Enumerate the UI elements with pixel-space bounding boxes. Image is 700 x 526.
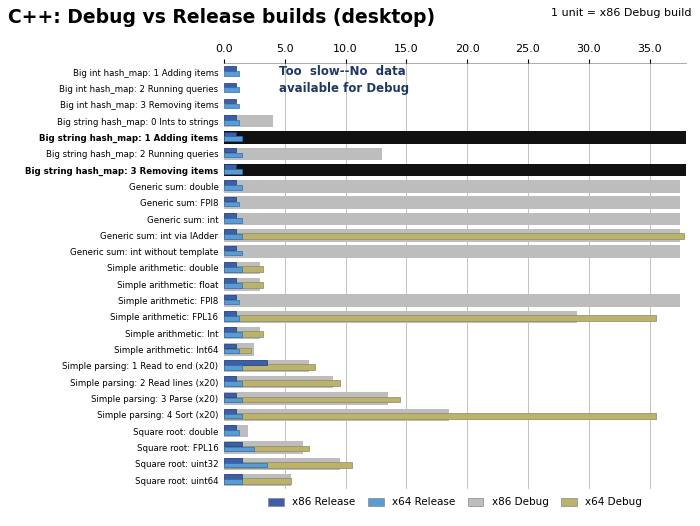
Bar [224,229,680,241]
Bar [224,136,242,141]
Bar [224,262,260,274]
Bar [224,131,692,144]
Bar [224,474,291,487]
Bar [224,213,680,225]
Bar [224,331,263,337]
Bar [224,479,242,484]
Bar [224,332,242,337]
Bar [224,360,309,372]
Bar [224,197,680,209]
Bar [224,104,239,108]
Bar [224,365,242,370]
Bar [224,409,236,413]
Text: 1 unit = x86 Debug build: 1 unit = x86 Debug build [551,8,692,18]
Bar [224,278,236,283]
Bar [224,398,242,402]
Bar [224,266,263,271]
Bar [224,132,236,136]
Bar [224,425,248,438]
Bar [224,426,236,430]
Bar [224,147,382,160]
Bar [224,441,303,454]
Bar [224,311,577,323]
Bar [224,267,242,271]
Bar [224,218,242,222]
Bar [224,180,680,193]
Bar [224,235,242,239]
Bar [224,360,267,365]
Bar [224,348,251,353]
Bar [224,446,309,451]
Bar [224,349,239,353]
Bar [224,315,656,321]
Bar [224,251,242,255]
Bar [224,295,236,299]
Bar [224,262,236,267]
Bar [224,185,242,190]
Bar [224,397,400,402]
Bar [224,164,236,169]
Bar [224,300,239,304]
Bar [224,83,236,87]
Bar [224,169,242,174]
Bar [224,87,239,92]
Bar [224,414,242,419]
Bar [224,393,236,397]
Bar [224,120,239,125]
Bar [224,213,236,218]
Bar [224,295,680,307]
Bar [224,377,236,381]
Bar [224,148,236,153]
Bar [224,343,254,356]
Bar [224,430,239,435]
Bar [224,463,267,468]
Bar [224,278,260,290]
Bar [224,66,236,71]
Bar [224,343,236,348]
Bar [224,316,239,320]
Bar [224,478,291,484]
Text: Too  slow--No  data
available for Debug: Too slow--No data available for Debug [279,65,409,95]
Bar [224,153,242,157]
Bar [224,180,236,185]
Bar [224,282,263,288]
Bar [224,327,236,332]
Bar [224,381,242,386]
Bar [224,197,236,201]
Bar [224,458,242,462]
Bar [224,474,242,479]
Bar [224,246,236,250]
Bar [224,234,684,239]
Bar [224,462,351,468]
Bar [224,327,260,339]
Legend: x86 Release, x64 Release, x86 Debug, x64 Debug: x86 Release, x64 Release, x86 Debug, x64… [264,493,646,512]
Bar [224,71,239,76]
Text: C++: Debug vs Release builds (desktop): C++: Debug vs Release builds (desktop) [8,8,435,27]
Bar [224,311,236,316]
Bar [224,99,236,104]
Bar [224,115,272,127]
Bar [224,447,254,451]
Bar [224,164,692,176]
Bar [224,380,340,386]
Bar [224,442,242,446]
Bar [224,284,242,288]
Bar [224,409,449,421]
Bar [224,364,315,370]
Bar [224,392,388,405]
Bar [224,376,333,389]
Bar [224,229,236,234]
Bar [224,201,239,206]
Bar [224,413,656,419]
Bar [224,115,236,120]
Bar [224,458,340,470]
Bar [224,246,680,258]
